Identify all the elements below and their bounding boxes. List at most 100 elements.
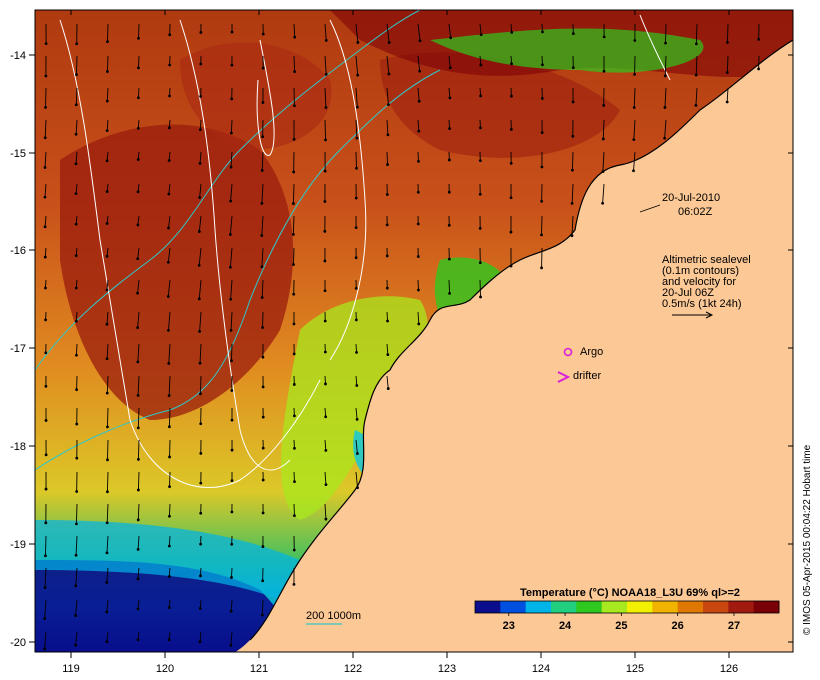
- velocity-vector-icon: [323, 343, 327, 354]
- timestamp-leader: [639, 204, 661, 213]
- velocity-vector-icon: [137, 439, 140, 461]
- altimetry-line-3: and velocity for: [662, 276, 736, 288]
- velocity-vector-icon: [355, 151, 358, 170]
- velocity-vector-icon: [167, 599, 171, 609]
- velocity-vector-icon: [417, 55, 422, 73]
- velocity-vector-icon: [229, 599, 233, 613]
- velocity-vector-icon: [261, 343, 265, 359]
- velocity-vector-icon: [105, 247, 109, 258]
- velocity-vector-icon: [355, 55, 360, 77]
- velocity-vector-icon: [601, 183, 605, 205]
- velocity-vector-icon: [228, 247, 233, 269]
- velocity-vector-icon: [447, 151, 451, 162]
- velocity-vector-icon: [75, 407, 79, 426]
- velocity-vector-icon: [510, 55, 513, 66]
- velocity-vector-icon: [74, 119, 78, 136]
- velocity-vector-icon: [292, 567, 296, 586]
- velocity-vector-icon: [74, 311, 78, 323]
- velocity-vector-icon: [571, 55, 575, 69]
- lon-tick-label: 121: [250, 663, 268, 675]
- velocity-vector-icon: [323, 183, 327, 203]
- velocity-vector-icon: [694, 55, 698, 77]
- colorbar-swatch: [525, 601, 552, 613]
- velocity-vector-icon: [602, 55, 606, 73]
- velocity-vector-icon: [74, 567, 78, 588]
- velocity-vector-icon: [198, 183, 202, 199]
- altimetry-line-4: 20-Jul 06Z: [662, 287, 714, 299]
- velocity-vector-icon: [323, 247, 327, 263]
- colorbar-swatch: [703, 601, 729, 613]
- velocity-vector-icon: [136, 631, 140, 642]
- lat-tick-label: -14: [10, 50, 26, 62]
- sealevel-contour-3: [256, 39, 275, 156]
- velocity-vector-icon: [44, 407, 48, 422]
- velocity-vector-icon: [570, 215, 574, 238]
- velocity-vector-icon: [293, 87, 296, 108]
- velocity-vector-icon: [44, 87, 47, 109]
- velocity-vector-icon: [694, 23, 698, 46]
- colorbar-swatch: [576, 601, 603, 613]
- timestamp-date: 20-Jul-2010: [662, 192, 720, 204]
- velocity-vector-icon: [663, 55, 667, 78]
- velocity-vector-icon: [136, 279, 140, 295]
- velocity-vector-icon: [167, 535, 171, 548]
- velocity-vector-icon: [478, 247, 482, 265]
- velocity-vector-icon: [447, 247, 451, 261]
- velocity-vector-icon: [230, 439, 234, 452]
- velocity-vector-icon: [664, 23, 667, 45]
- velocity-vector-icon: [74, 599, 78, 617]
- lat-tick-label: -20: [10, 637, 26, 649]
- velocity-vector-icon: [355, 407, 359, 421]
- velocity-vector-icon: [571, 151, 574, 172]
- velocity-vector-icon: [166, 247, 171, 264]
- coastal-shelf-yellow: [281, 296, 428, 520]
- velocity-vector-icon: [386, 87, 390, 107]
- velocity-vector-icon: [354, 279, 358, 290]
- velocity-vector-icon: [324, 375, 327, 386]
- velocity-vector-icon: [105, 87, 109, 103]
- velocity-vector-icon: [478, 151, 482, 163]
- velocity-vector-icon: [540, 151, 544, 169]
- velocity-vector-icon: [105, 279, 109, 292]
- velocity-vector-icon: [386, 119, 390, 137]
- colorbar-tick-label: 24: [559, 620, 572, 632]
- sealevel-contour-5: [639, 14, 671, 81]
- velocity-vector-icon: [136, 535, 140, 551]
- velocity-vector-icon: [632, 87, 636, 109]
- colorbar-swatch: [601, 601, 628, 613]
- longitude-axis: 119 120 121 122 123 124 125 126: [62, 10, 738, 675]
- velocity-vector-icon: [105, 343, 109, 361]
- altimetry-line-1: Altimetric sealevel: [662, 254, 751, 266]
- velocity-vector-icon: [43, 631, 47, 651]
- velocity-vector-icon: [478, 215, 482, 230]
- velocity-vector-icon: [199, 375, 202, 396]
- velocity-vector-icon: [385, 215, 389, 227]
- velocity-vector-icon: [261, 439, 265, 450]
- velocity-vector-icon: [354, 311, 358, 322]
- velocity-vector-icon: [260, 599, 264, 617]
- colorbar-swatch: [677, 601, 704, 613]
- velocity-vector-icon: [168, 87, 171, 98]
- lat-tick-label: -18: [10, 441, 26, 453]
- lat-tick-label: -15: [10, 148, 26, 160]
- velocity-vector-icon: [448, 23, 453, 40]
- colorbar-swatch: [551, 601, 577, 613]
- velocity-vector-icon: [260, 151, 264, 172]
- velocity-vector-icon: [75, 439, 79, 460]
- velocity-vector-icon: [167, 375, 171, 398]
- velocity-vector-icon: [323, 279, 327, 293]
- velocity-vector-icon: [167, 567, 171, 578]
- velocity-vector-icon: [167, 119, 171, 130]
- velocity-vector-icon: [417, 311, 421, 326]
- velocity-vector-icon: [261, 87, 265, 104]
- warm-core-region: [60, 124, 294, 421]
- velocity-vector-icon: [229, 119, 233, 135]
- velocity-vector-icon: [136, 599, 140, 611]
- velocity-vector-icon: [757, 23, 761, 41]
- velocity-vector-icon: [229, 311, 233, 332]
- velocity-vector-icon: [448, 55, 452, 70]
- velocity-vector-icon: [199, 23, 203, 34]
- velocity-vector-icon: [385, 247, 389, 258]
- velocity-vector-icon: [199, 439, 203, 455]
- velocity-vector-icon: [291, 215, 295, 236]
